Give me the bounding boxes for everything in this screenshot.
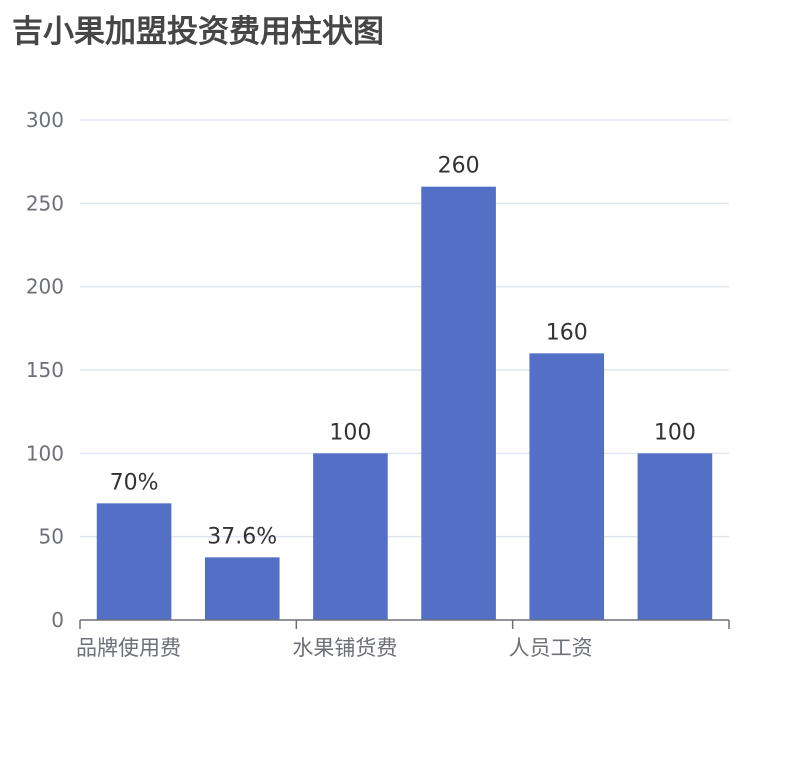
bar [421, 186, 496, 620]
data-labels: 70% 37.6% 100 260 160 100 [110, 154, 696, 550]
y-axis-ticks: 0 50 100 150 200 250 300 [26, 108, 64, 632]
bars [96, 186, 713, 620]
y-tick-label: 150 [26, 358, 64, 382]
x-category-label: 水果铺货费 [292, 636, 397, 660]
bar [96, 503, 172, 620]
y-tick-label: 300 [26, 108, 64, 132]
y-tick-label: 200 [26, 275, 64, 299]
bar [529, 353, 605, 620]
data-label: 70% [110, 470, 159, 495]
bar [637, 453, 713, 620]
x-category-label: 品牌使用费 [76, 636, 181, 660]
y-tick-label: 50 [39, 525, 64, 549]
x-axis: 品牌使用费 水果铺货费 人员工资 [76, 619, 730, 660]
data-label: 100 [329, 420, 371, 445]
data-label: 160 [546, 320, 588, 345]
data-label: 100 [654, 420, 696, 445]
bar [204, 557, 280, 620]
x-category-label: 人员工资 [509, 636, 593, 660]
data-label: 260 [438, 154, 480, 179]
bar [313, 453, 388, 620]
y-tick-label: 0 [51, 608, 64, 632]
y-tick-label: 100 [26, 441, 64, 465]
y-tick-label: 250 [26, 191, 64, 215]
chart-title: 吉小果加盟投资费用柱状图 [12, 14, 384, 50]
data-label: 37.6% [207, 524, 277, 549]
grid-lines [80, 119, 729, 538]
